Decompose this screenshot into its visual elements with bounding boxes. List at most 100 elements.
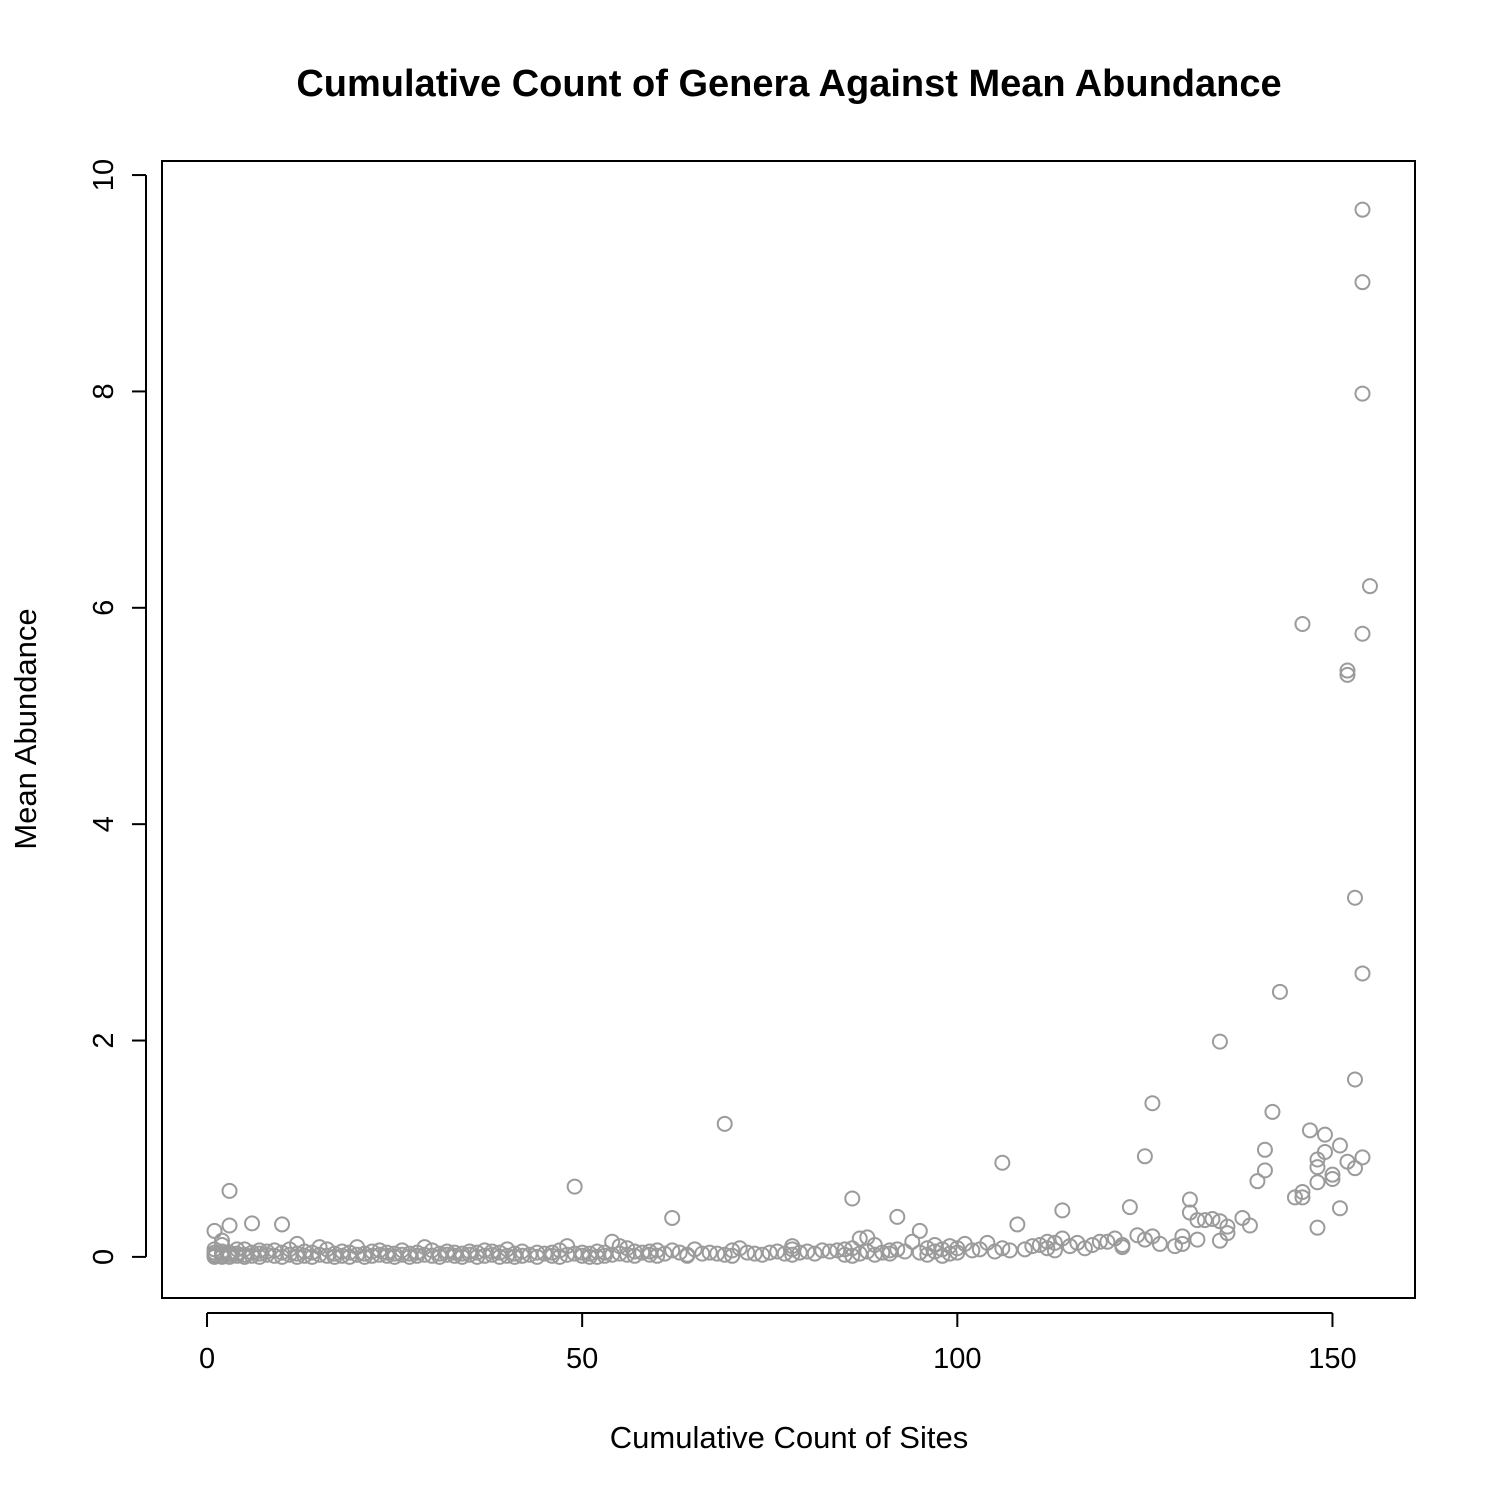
data-point: [356, 1248, 373, 1265]
data-point: [521, 1246, 538, 1263]
data-point: [221, 1217, 238, 1234]
data-point: [319, 1247, 336, 1264]
data-point: [1114, 1239, 1131, 1256]
data-point: [349, 1246, 366, 1263]
data-point: [1361, 578, 1378, 595]
data-point: [866, 1246, 883, 1263]
data-point: [424, 1247, 441, 1264]
data-point: [1241, 1217, 1258, 1234]
data-point: [1181, 1191, 1198, 1208]
data-point: [1211, 1033, 1228, 1050]
data-point: [1054, 1202, 1071, 1219]
y-tick-label: 0: [88, 1249, 120, 1265]
data-point: [1189, 1212, 1206, 1229]
data-point: [1024, 1238, 1041, 1255]
data-point: [874, 1244, 891, 1261]
data-point: [1189, 1231, 1206, 1248]
data-point: [296, 1247, 313, 1264]
data-point: [1309, 1174, 1326, 1191]
data-point: [499, 1247, 516, 1264]
data-point: [821, 1243, 838, 1260]
data-point: [589, 1248, 606, 1265]
data-point: [469, 1248, 486, 1265]
data-point: [1196, 1212, 1213, 1229]
data-point: [716, 1246, 733, 1263]
data-point: [626, 1247, 643, 1264]
plot-area-border: [161, 160, 1416, 1299]
data-point: [1031, 1236, 1048, 1253]
data-point: [1309, 1151, 1326, 1168]
data-point: [596, 1247, 613, 1264]
data-point: [694, 1245, 711, 1262]
data-point: [1339, 666, 1356, 683]
data-point: [491, 1244, 508, 1261]
data-point: [1324, 1166, 1341, 1183]
data-point: [1144, 1095, 1161, 1112]
data-point: [1249, 1173, 1266, 1190]
data-point: [859, 1243, 876, 1260]
data-point: [401, 1248, 418, 1265]
data-point: [1324, 1170, 1341, 1187]
data-point: [851, 1245, 868, 1262]
data-point: [229, 1247, 246, 1264]
data-point: [1219, 1218, 1236, 1235]
data-point: [1301, 1122, 1318, 1139]
data-point: [701, 1244, 718, 1261]
y-axis: 0 2 4 6 8 10: [88, 159, 147, 1265]
data-point: [1354, 385, 1371, 402]
data-point: [529, 1244, 546, 1261]
data-point: [379, 1247, 396, 1264]
data-point: [214, 1248, 231, 1265]
data-point: [626, 1243, 643, 1260]
data-point: [1136, 1231, 1153, 1248]
data-point: [1084, 1236, 1101, 1253]
data-point: [529, 1248, 546, 1265]
data-point: [206, 1248, 223, 1265]
data-point: [506, 1248, 523, 1265]
data-point: [1091, 1233, 1108, 1250]
data-point: [784, 1246, 801, 1263]
data-point: [739, 1244, 756, 1261]
data-point: [641, 1246, 658, 1263]
data-point: [971, 1241, 988, 1258]
data-point: [461, 1246, 478, 1263]
data-point: [304, 1248, 321, 1265]
data-point: [791, 1244, 808, 1261]
data-point: [1136, 1148, 1153, 1165]
data-point: [244, 1247, 261, 1264]
data-point: [776, 1245, 793, 1262]
data-point: [274, 1248, 291, 1265]
data-point: [491, 1248, 508, 1265]
data-point: [911, 1244, 928, 1261]
data-point: [544, 1247, 561, 1264]
data-point: [221, 1248, 238, 1265]
data-point: [1331, 1137, 1348, 1154]
data-point: [994, 1154, 1011, 1171]
data-point: [1354, 1149, 1371, 1166]
data-point: [1076, 1240, 1093, 1257]
data-point: [1039, 1240, 1056, 1257]
data-point: [806, 1245, 823, 1262]
data-point: [1346, 1071, 1363, 1088]
data-point: [611, 1245, 628, 1262]
data-point: [289, 1248, 306, 1265]
y-tick-label: 6: [88, 600, 120, 616]
data-point: [454, 1248, 471, 1265]
data-point: [1354, 625, 1371, 642]
data-point: [551, 1248, 568, 1265]
data-point: [574, 1247, 591, 1264]
data-point: [941, 1245, 958, 1262]
x-axis-label: Cumulative Count of Sites: [610, 1420, 968, 1455]
data-point: [1016, 1241, 1033, 1258]
data-point: [259, 1246, 276, 1263]
data-point: [1174, 1235, 1191, 1252]
data-point: [1211, 1232, 1228, 1249]
data-point: [1346, 889, 1363, 906]
y-tick-label: 8: [88, 383, 120, 399]
data-point: [236, 1248, 253, 1265]
data-point: [514, 1247, 531, 1264]
y-axis-label: Mean Abundance: [8, 608, 43, 849]
data-point: [439, 1246, 456, 1263]
x-tick-label: 0: [199, 1343, 215, 1375]
